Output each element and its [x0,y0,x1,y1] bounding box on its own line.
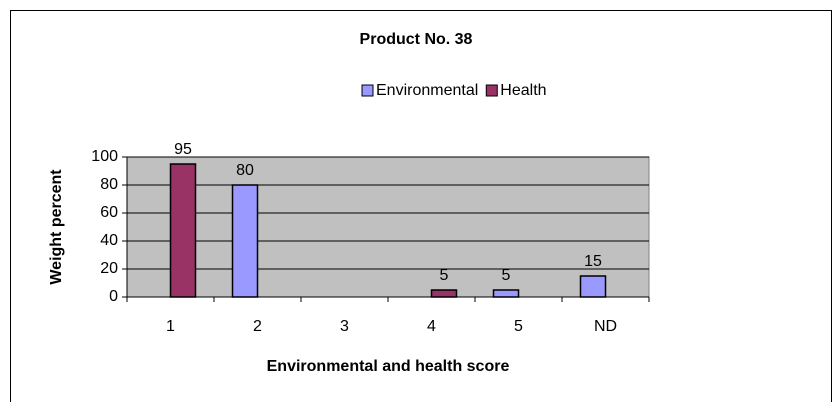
data-label: 15 [584,253,602,270]
y-tick-label: 0 [109,288,118,305]
x-axis-label: Environmental and health score [267,358,510,375]
x-tick-label: 5 [514,318,523,335]
y-tick-label: 20 [100,260,118,277]
x-tick-label: 1 [166,318,175,335]
legend-swatch [485,84,498,97]
data-label: 5 [440,267,449,284]
y-tick-label: 60 [100,204,118,221]
x-tick-label: ND [594,318,617,335]
chart-title: Product No. 38 [360,31,473,48]
data-label: 95 [174,141,192,158]
y-tick-label: 100 [91,148,118,165]
bar [169,163,197,298]
legend-label: Environmental [376,82,478,99]
x-tick-label: 3 [340,318,349,335]
x-tick-label: 4 [427,318,436,335]
bar [579,275,607,298]
plot-area [126,156,650,298]
data-label: 5 [502,267,511,284]
y-axis-label: Weight percent [48,169,65,285]
legend-swatch [361,84,374,97]
bar [231,184,259,298]
legend-label: Health [500,82,546,99]
data-label: 80 [236,162,254,179]
bar [492,289,520,298]
y-tick-label: 40 [100,232,118,249]
y-tick-label: 80 [100,176,118,193]
bar [430,289,458,298]
x-tick-label: 2 [253,318,262,335]
